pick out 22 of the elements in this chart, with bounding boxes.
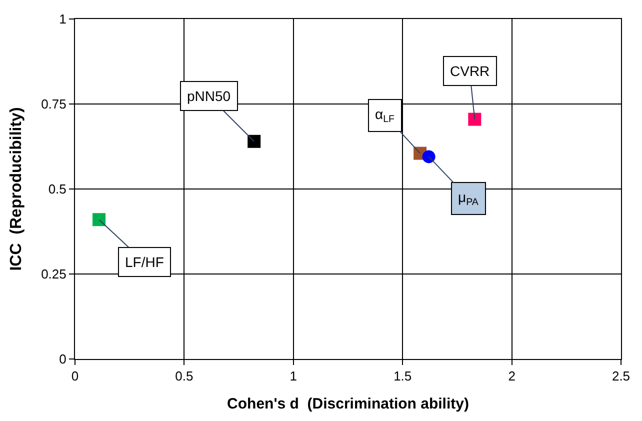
annotation: α$_{LF}$ bbox=[375, 106, 395, 125]
x-tick-label: 1 bbox=[290, 368, 298, 384]
y-tick-label: 0.25 bbox=[41, 266, 66, 282]
x-tick-label: 1.5 bbox=[394, 368, 412, 384]
y-tick-label: 0 bbox=[59, 352, 66, 367]
y-axis-title: ICC (Reproducibility) bbox=[8, 107, 25, 271]
y-tick-label: 0.75 bbox=[41, 96, 66, 112]
annotation: pNN50 bbox=[187, 88, 231, 104]
annotation: μ$_{PA}$ bbox=[458, 189, 479, 208]
x-axis-title: Cohen's d (Discrimination ability) bbox=[227, 396, 469, 413]
annotation: CVRR bbox=[450, 63, 490, 79]
x-tick-label: 2.5 bbox=[612, 368, 630, 384]
x-tick-label: 0 bbox=[71, 368, 79, 384]
point bbox=[422, 150, 436, 164]
point bbox=[92, 213, 106, 226]
y-tick-label: 1 bbox=[59, 12, 66, 27]
x-tick-label: 2 bbox=[508, 368, 516, 384]
point bbox=[248, 134, 261, 148]
x-tick-label: 0.5 bbox=[175, 368, 194, 384]
point bbox=[468, 112, 482, 126]
y-tick-label: 0.5 bbox=[48, 182, 66, 197]
annotation: LF/HF bbox=[125, 254, 164, 270]
